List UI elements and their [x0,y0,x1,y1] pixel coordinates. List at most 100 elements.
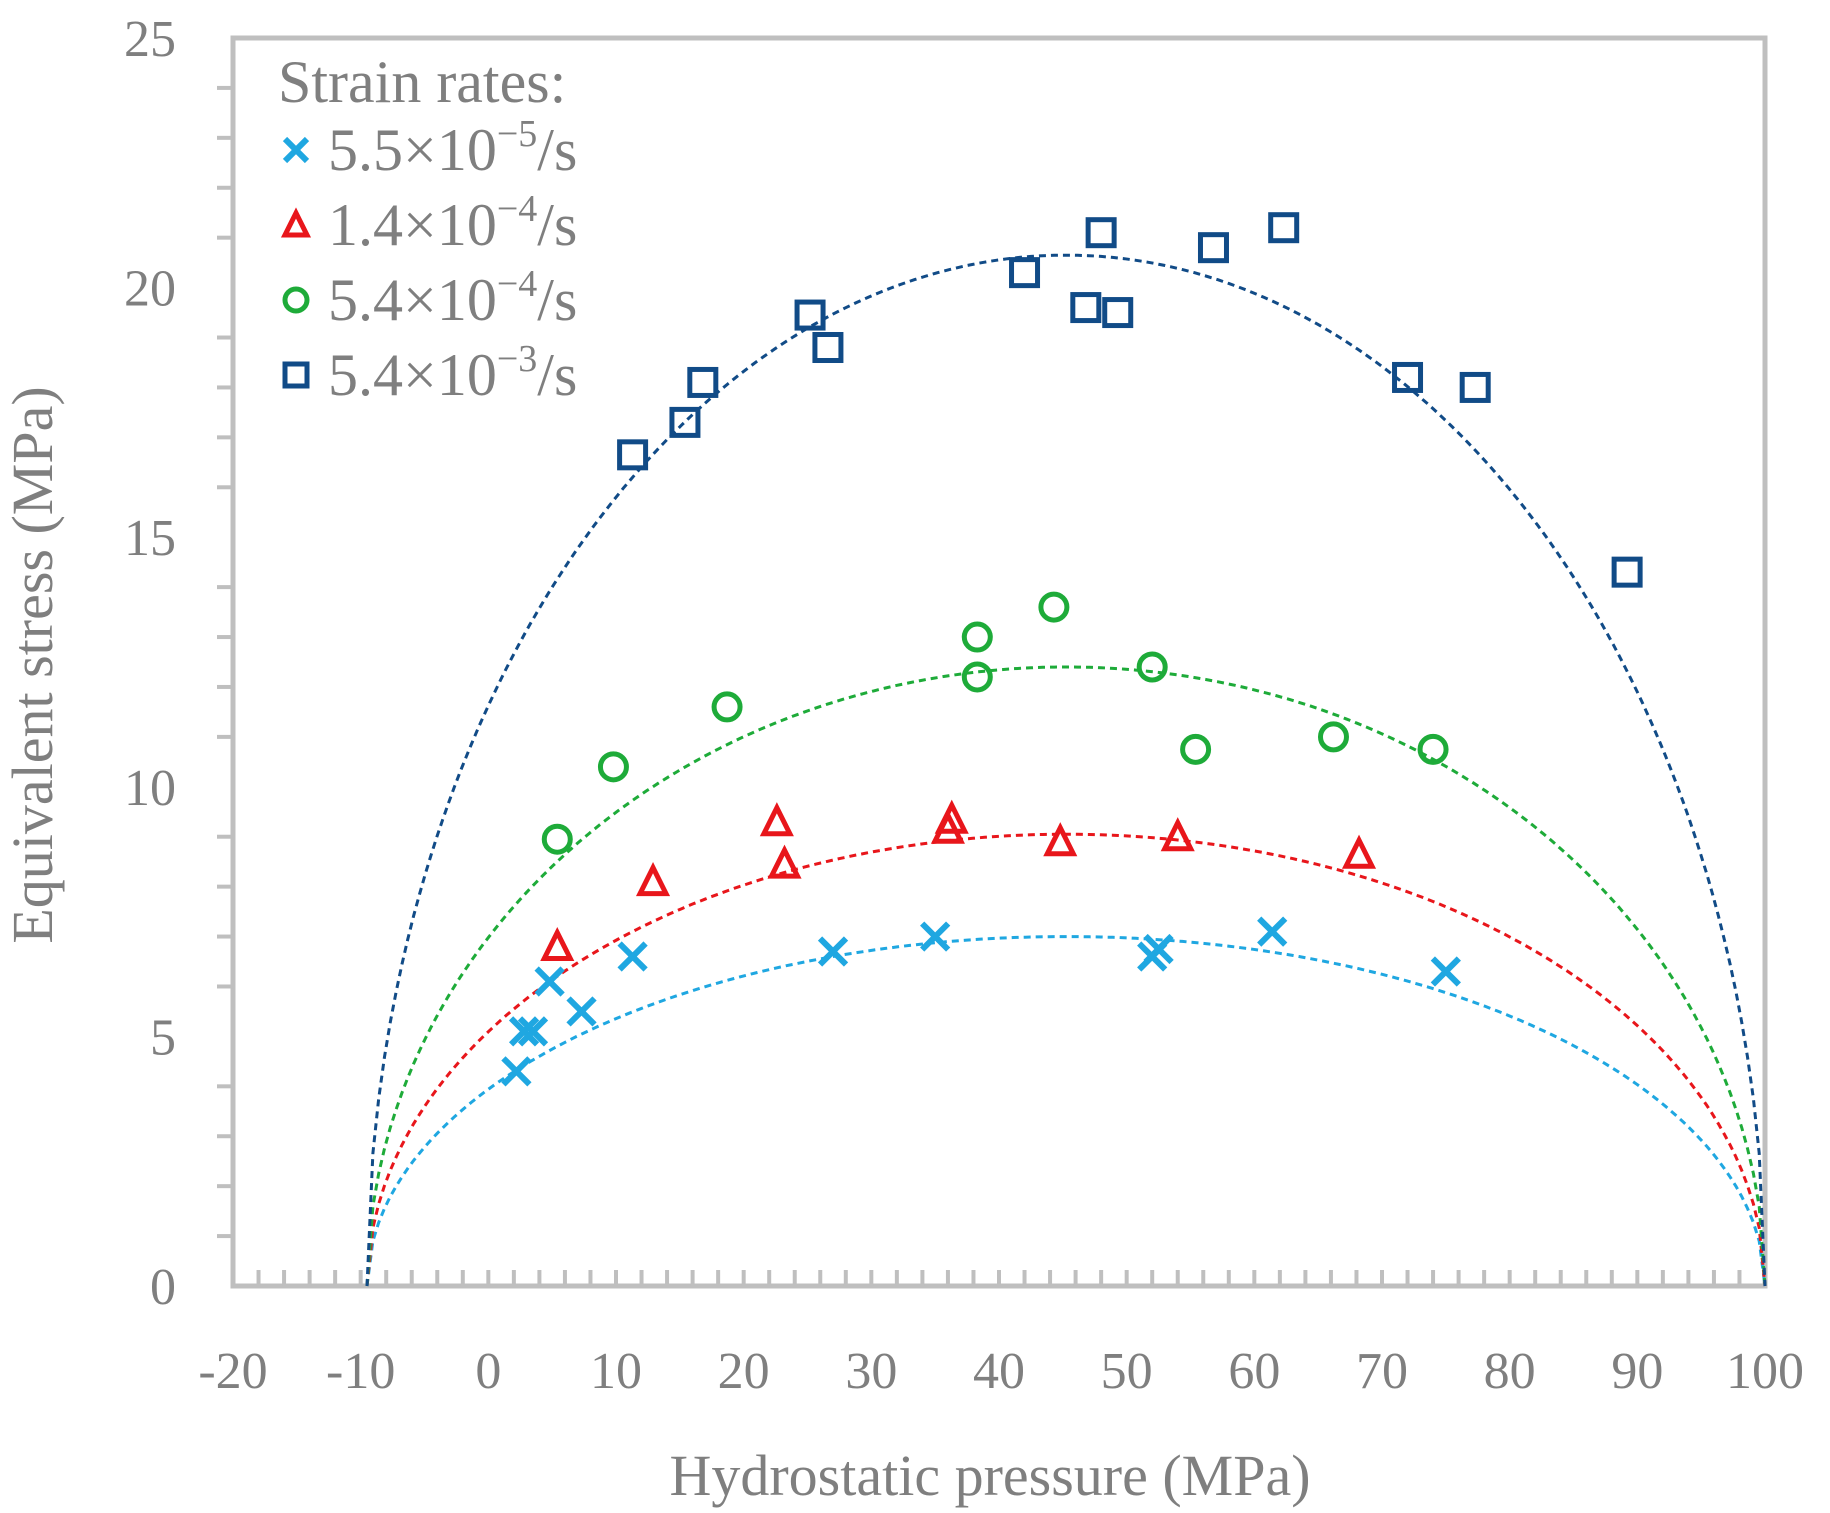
data-point [817,936,849,967]
marker-stroke [508,1016,540,1047]
legend-mantissa: 1.4×10 [328,192,497,258]
data-point [597,751,629,783]
marker-stroke [517,1016,549,1047]
marker-stroke [1143,933,1174,965]
data-point [920,921,951,952]
legend-unit: /s [537,192,577,258]
legend-exponent: −5 [497,113,537,155]
legend-entry-label: 1.4×10−4/s [328,188,577,258]
marker-stroke [1430,956,1461,987]
data-point [794,299,826,331]
legend-marker [282,361,310,389]
data-point [508,1016,540,1047]
data-point [1611,556,1643,588]
legend-unit: /s [537,342,577,408]
data-point [961,621,993,653]
data-point [617,941,648,972]
data-point [1268,212,1300,244]
data-point [541,823,573,855]
data-point [566,996,597,1027]
marker-stroke [1257,916,1288,947]
marker-stroke [617,941,648,972]
data-point [617,439,649,471]
data-point [517,1016,549,1047]
data-point [1085,217,1117,249]
data-point [1102,297,1134,329]
data-point [1009,257,1041,289]
x-tick-label: 0 [475,1343,501,1400]
legend-entry-label: 5.4×10−3/s [328,338,577,408]
data-point [767,844,802,879]
x-tick-label: 90 [1611,1343,1663,1400]
y-tick-label: 20 [124,261,176,318]
y-tick-label: 0 [150,1259,176,1316]
marker-stroke [566,996,597,1027]
legend-marker [282,136,310,164]
data-point [1070,292,1102,324]
y-tick-label: 15 [124,510,176,567]
x-tick-label: 100 [1726,1343,1804,1400]
data-point [1136,651,1168,683]
legend-exponent: −4 [497,188,537,230]
data-point [1257,916,1288,947]
legend-marker [280,207,312,238]
x-tick-label: 80 [1484,1343,1536,1400]
legend-unit: /s [537,117,577,183]
legend-entry-label: 5.5×10−5/s [328,113,577,183]
y-tick-label: 10 [124,760,176,817]
x-tick-label: 50 [1101,1343,1153,1400]
x-tick-label: 60 [1228,1343,1280,1400]
x-tick-label: 70 [1356,1343,1408,1400]
marker-stroke [817,936,849,967]
x-tick-label: -20 [198,1343,267,1400]
fit-curve [365,253,1767,1287]
data-point [1038,591,1070,623]
fit-curves [365,253,1767,1287]
x-tick-label: 30 [845,1343,897,1400]
data-point [1392,361,1424,393]
tick-labels: -20 -10 0 10 20 30 40 50 60 70 80 90 100 0 5 10 15 20 25 [124,11,1804,1400]
legend-mantissa: 5.4×10 [328,267,497,333]
legend-marker [282,286,310,314]
legend: Strain rates: 5.5×10−5/s1.4×10−4/s5.4×10… [278,49,577,408]
data-point [1043,822,1078,857]
legend-mantissa: 5.5×10 [328,117,497,183]
data-point [534,966,565,997]
data-point [711,691,743,723]
legend-mantissa: 5.4×10 [328,342,497,408]
x-axis-title: Hydrostatic pressure (MPa) [669,1443,1310,1508]
marker-stroke [501,1056,532,1087]
data-point [1317,721,1349,753]
data-point [1180,733,1212,765]
legend-entry-label: 5.4×10−4/s [328,263,577,333]
marker-stroke [534,966,565,997]
data-point [1160,817,1195,852]
legend-title: Strain rates: [278,49,566,115]
data-point [687,366,719,398]
y-tick-label: 5 [150,1009,176,1066]
y-tick-label: 25 [124,11,176,68]
x-tick-label: 20 [718,1343,770,1400]
data-points [501,212,1643,1087]
data-point [1417,733,1449,765]
x-tick-label: 10 [590,1343,642,1400]
data-point [540,926,575,962]
marker-stroke [282,136,310,164]
data-point [759,802,794,837]
data-point [961,661,993,693]
legend-unit: /s [537,267,577,333]
data-point [635,862,671,897]
data-point [1459,371,1491,403]
data-point [1197,232,1229,264]
data-point [812,332,844,364]
fit-curve [365,832,1767,1287]
fit-curve [365,935,1767,1287]
legend-exponent: −4 [497,263,537,305]
y-axis-title: Equivalent stress (MPa) [0,386,65,943]
marker-stroke [920,921,951,952]
x-tick-label: -10 [326,1343,395,1400]
legend-exponent: −3 [497,338,537,380]
data-point [1143,933,1174,965]
data-point [501,1056,532,1087]
